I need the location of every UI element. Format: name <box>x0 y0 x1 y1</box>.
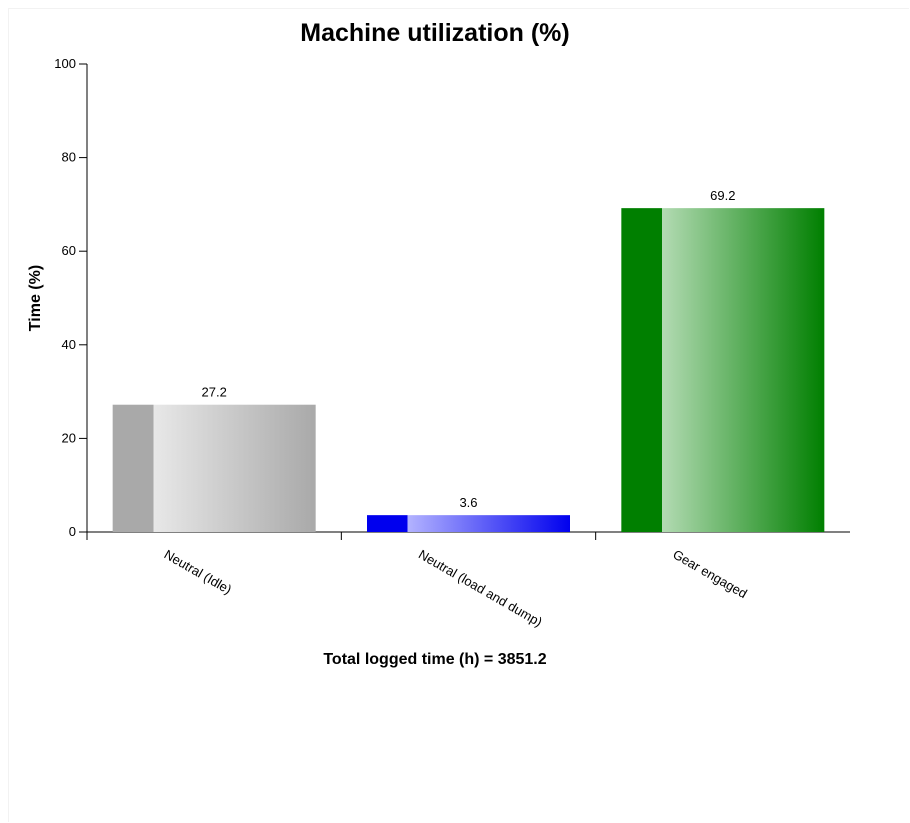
data-label: 69.2 <box>710 188 735 203</box>
y-tick-label: 20 <box>62 430 76 445</box>
y-tick-label: 80 <box>62 150 76 165</box>
chart-frame <box>8 8 909 822</box>
data-label: 3.6 <box>459 495 477 510</box>
bar <box>621 208 825 533</box>
y-tick-label: 100 <box>54 56 76 71</box>
x-tick-label: Neutral (Idle) <box>162 547 235 598</box>
y-tick-label: 0 <box>69 524 76 539</box>
x-axis-title: Total logged time (h) = 3851.2 <box>323 651 546 668</box>
x-tick-label: Gear engaged <box>670 547 749 602</box>
y-axis-title: Time (%) <box>27 265 44 331</box>
y-tick-label: 60 <box>62 243 76 258</box>
bar <box>112 404 316 532</box>
data-label: 27.2 <box>202 385 227 400</box>
x-tick-label: Neutral (load and dump) <box>416 547 545 630</box>
chart-title: Machine utilization (%) <box>300 19 569 47</box>
bars: 27.2 3.6 69.2 <box>112 188 825 533</box>
x-axis: Neutral (Idle) Neutral (load and dump) Gea… <box>87 531 850 630</box>
y-tick-label: 40 <box>62 337 76 352</box>
bar <box>367 515 570 532</box>
y-axis: 0 20 40 60 80 100 <box>54 56 88 540</box>
